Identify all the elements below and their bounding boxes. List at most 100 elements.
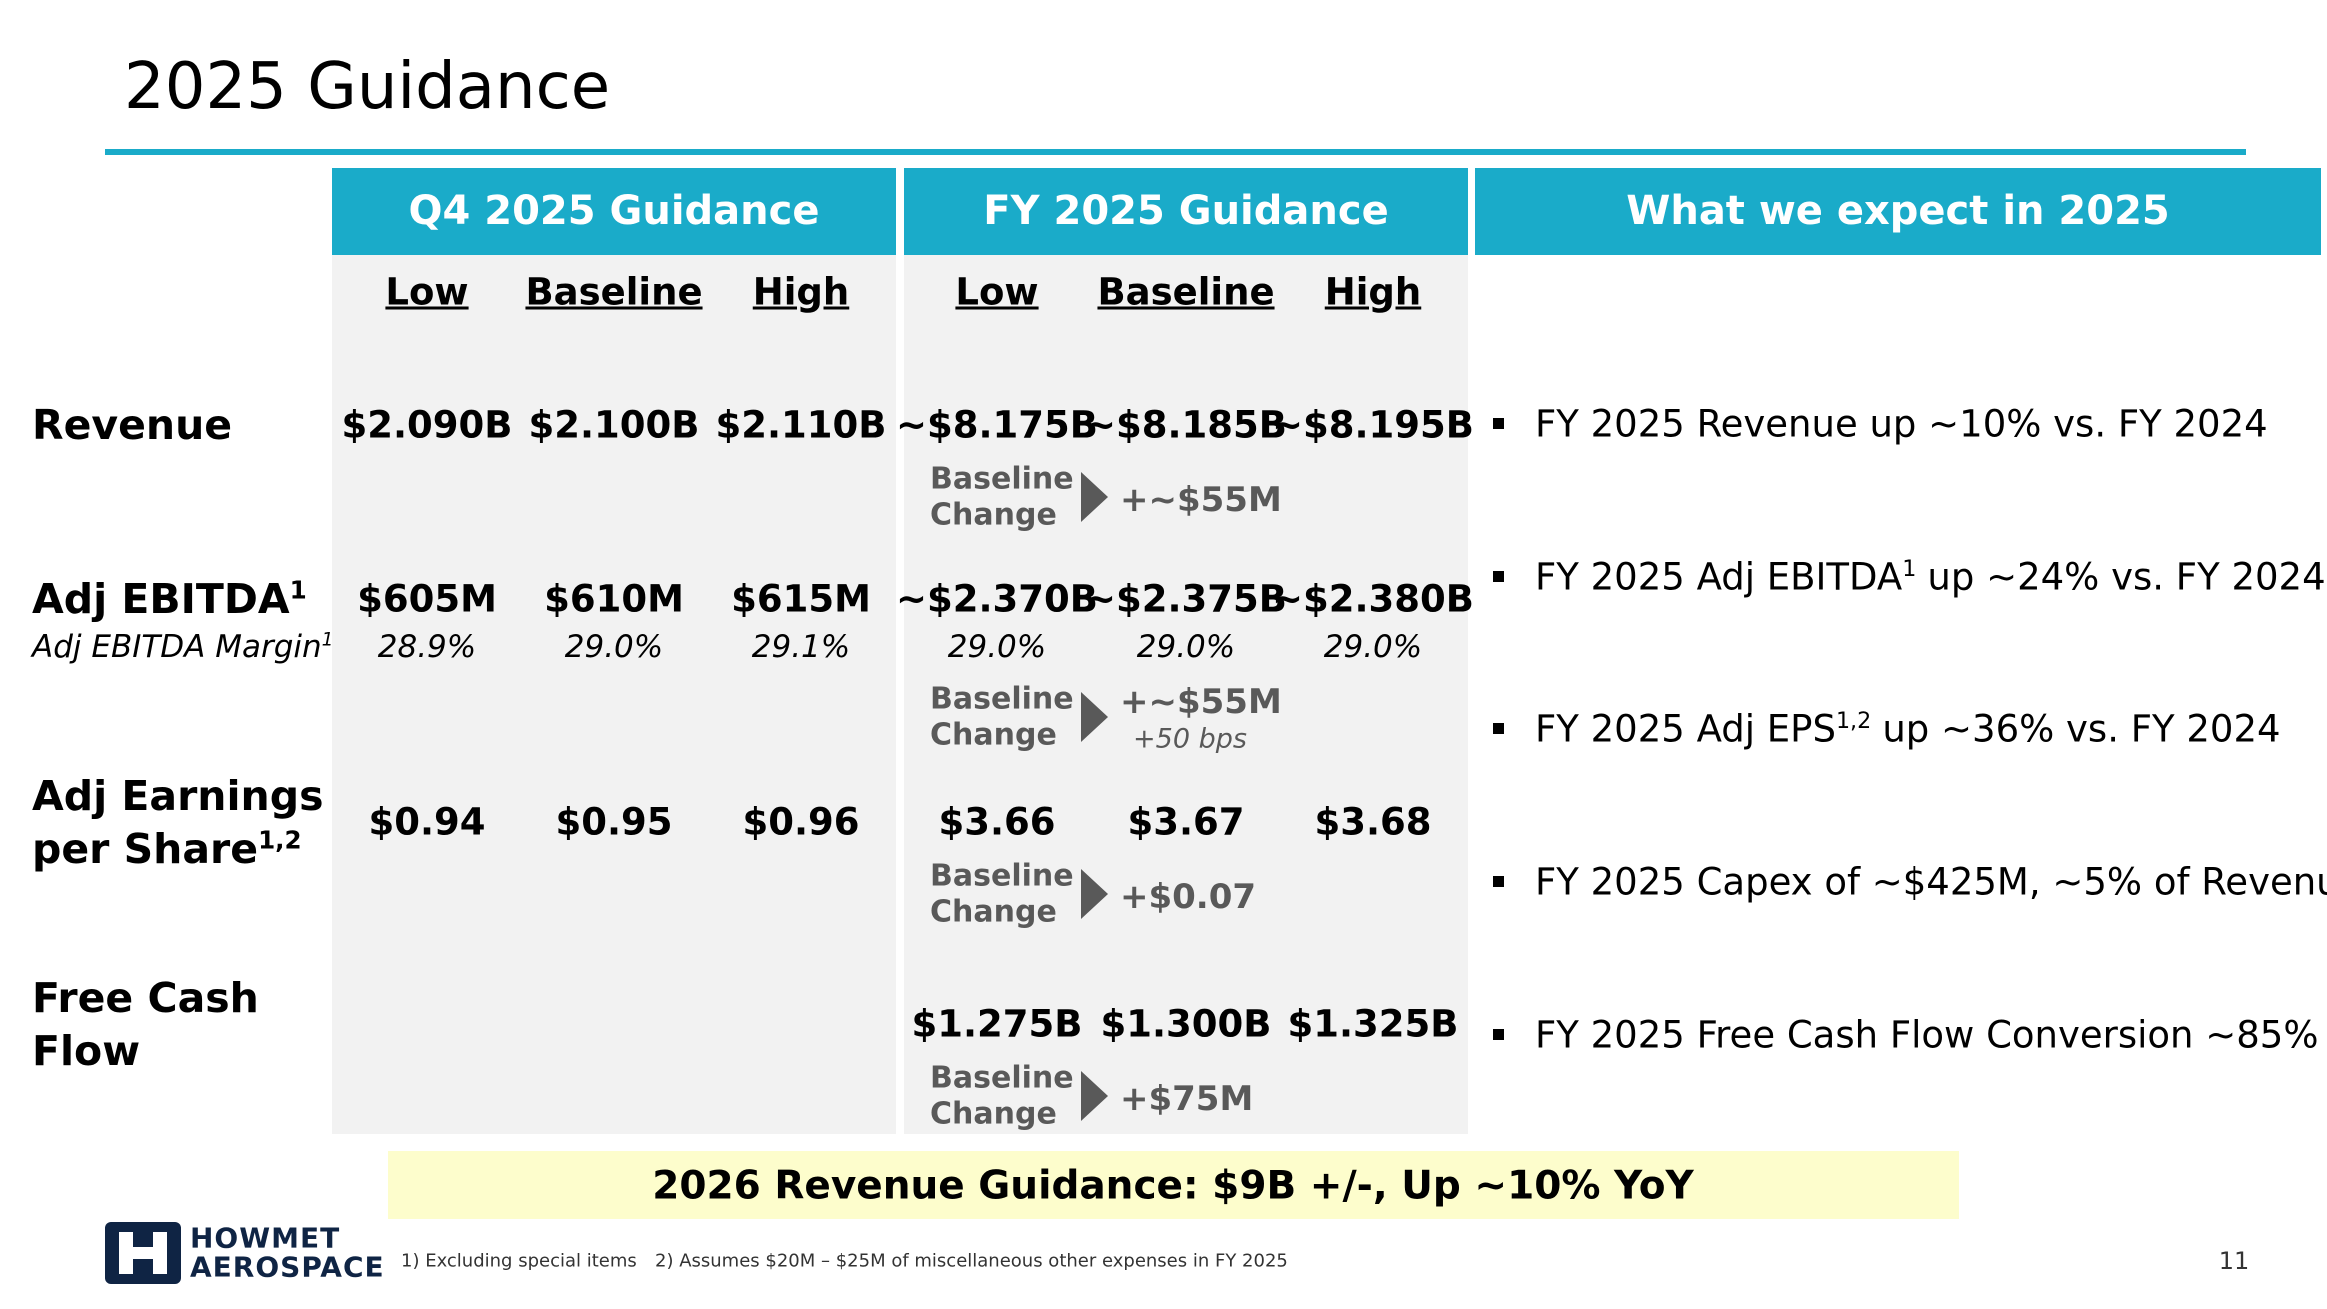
row-label-text: Flow bbox=[32, 1026, 141, 1075]
row-label-text: Revenue bbox=[32, 401, 233, 449]
change-label: Baseline bbox=[930, 858, 1074, 894]
fy-value: $1.300B bbox=[1100, 1002, 1272, 1046]
change-value: +$75M bbox=[1120, 1079, 1254, 1119]
fy-value: $3.67 bbox=[1127, 800, 1245, 844]
sub-header: Low bbox=[385, 270, 469, 314]
sub-header: Baseline bbox=[1097, 270, 1275, 314]
bullet-square bbox=[1493, 571, 1504, 582]
footnote: 2) Assumes $20M – $25M of miscellaneous … bbox=[655, 1250, 1288, 1272]
change-label: Baseline bbox=[930, 461, 1074, 497]
sub-header: Low bbox=[955, 270, 1039, 314]
q4-margin: 29.0% bbox=[564, 629, 664, 665]
row-label: Adj Earnings bbox=[32, 772, 323, 820]
q4-margin: 28.9% bbox=[377, 629, 477, 665]
bullet-sup: 1 bbox=[1902, 556, 1917, 583]
fy-value: $3.66 bbox=[938, 800, 1056, 844]
logo-text: HOWMET bbox=[190, 1221, 341, 1255]
slide-title: 2025 Guidance bbox=[124, 50, 611, 124]
header-bar: Q4 2025 Guidance bbox=[332, 168, 896, 255]
change-note: +50 bps bbox=[1133, 723, 1247, 755]
row-sublabel-sup: 1 bbox=[321, 629, 334, 651]
bullet: FY 2025 Capex of ~$425M, ~5% of Revenue bbox=[1535, 861, 2327, 904]
q4-value: $2.110B bbox=[715, 403, 887, 447]
bullet-text: FY 2025 Revenue up ~10% vs. FY 2024 bbox=[1535, 402, 2268, 446]
logo-text: AEROSPACE bbox=[190, 1250, 385, 1284]
fy-value: ~$8.185B bbox=[1085, 403, 1287, 447]
change-label: Change bbox=[930, 1096, 1057, 1132]
footnote: 1) Excluding special items bbox=[401, 1250, 637, 1272]
logo-mark bbox=[105, 1222, 181, 1284]
bullet: FY 2025 Adj EPS1,2 up ~36% vs. FY 2024 bbox=[1535, 708, 2281, 751]
header-bar: FY 2025 Guidance bbox=[904, 168, 1468, 255]
sub-header: High bbox=[1324, 270, 1422, 314]
fy-margin: 29.0% bbox=[1136, 629, 1236, 665]
banner-box bbox=[388, 1151, 1959, 1219]
banner-text: 2026 Revenue Guidance: $9B +/-, Up ~10% … bbox=[652, 1163, 1694, 1209]
q4-value: $0.96 bbox=[742, 800, 860, 844]
change-label: Change bbox=[930, 894, 1057, 930]
fy-margin: 29.0% bbox=[947, 629, 1047, 665]
fy-value: ~$8.195B bbox=[1272, 403, 1474, 447]
header-bar: What we expect in 2025 bbox=[1475, 168, 2321, 255]
change-arrow bbox=[1081, 1071, 1108, 1121]
row-sublabel-text: Adj EBITDA Margin bbox=[32, 629, 322, 665]
row-label-sup: 1 bbox=[289, 575, 307, 605]
fy-value: $1.325B bbox=[1287, 1002, 1459, 1046]
bullet-square bbox=[1493, 418, 1504, 429]
change-value: +$0.07 bbox=[1120, 877, 1257, 917]
q4-value: $2.100B bbox=[528, 403, 700, 447]
bullet: FY 2025 Revenue up ~10% vs. FY 2024 bbox=[1535, 403, 2268, 446]
bullet-text: FY 2025 Adj EBITDA bbox=[1535, 555, 1903, 599]
fy-value: $3.68 bbox=[1314, 800, 1432, 844]
title-rule bbox=[105, 149, 2246, 155]
header-title: FY 2025 Guidance bbox=[983, 188, 1389, 234]
bullet: FY 2025 Adj EBITDA1 up ~24% vs. FY 2024 bbox=[1535, 556, 2326, 599]
q4-panel bbox=[332, 255, 896, 1134]
q4-value: $0.95 bbox=[555, 800, 673, 844]
bullet: FY 2025 Free Cash Flow Conversion ~85% bbox=[1535, 1014, 2319, 1057]
change-label: Change bbox=[930, 497, 1057, 533]
bullet-sup: 1,2 bbox=[1835, 708, 1872, 735]
change-label: Baseline bbox=[930, 1060, 1074, 1096]
row-sublabel: Adj EBITDA Margin1 bbox=[32, 629, 334, 665]
header-title: Q4 2025 Guidance bbox=[408, 188, 820, 234]
q4-value: $2.090B bbox=[341, 403, 513, 447]
fy-value: $1.275B bbox=[911, 1002, 1083, 1046]
header-title: What we expect in 2025 bbox=[1626, 188, 2170, 234]
fy-value: ~$8.175B bbox=[896, 403, 1098, 447]
change-value: +~$55M bbox=[1120, 682, 1282, 722]
change-value: +~$55M bbox=[1120, 480, 1282, 520]
change-label: Baseline bbox=[930, 681, 1074, 717]
q4-value: $605M bbox=[357, 577, 497, 621]
fy-value: ~$2.380B bbox=[1272, 577, 1474, 621]
bullet-text: FY 2025 Adj EPS bbox=[1535, 707, 1836, 751]
bullet-text-after: up ~36% vs. FY 2024 bbox=[1882, 707, 2281, 751]
row-label: Revenue bbox=[32, 401, 232, 449]
q4-value: $610M bbox=[544, 577, 684, 621]
fy-value: ~$2.375B bbox=[1085, 577, 1287, 621]
fy-value: ~$2.370B bbox=[896, 577, 1098, 621]
page-number: 11 bbox=[2218, 1247, 2250, 1275]
row-label: Flow bbox=[32, 1027, 140, 1075]
bullet-square bbox=[1493, 1029, 1504, 1040]
row-label-text: per Share bbox=[32, 824, 259, 873]
q4-margin: 29.1% bbox=[751, 629, 851, 665]
row-label: Adj EBITDA1 bbox=[32, 575, 307, 623]
row-label-text: Adj EBITDA bbox=[32, 575, 290, 623]
q4-value: $615M bbox=[731, 577, 871, 621]
fy-panel bbox=[904, 255, 1468, 1134]
q4-value: $0.94 bbox=[368, 800, 486, 844]
bullet-text-after: up ~24% vs. FY 2024 bbox=[1927, 555, 2326, 599]
row-label-text: Free Cash bbox=[32, 973, 259, 1022]
change-label: Change bbox=[930, 717, 1057, 753]
sub-header: Baseline bbox=[525, 270, 703, 314]
sub-header: High bbox=[752, 270, 850, 314]
bullet-square bbox=[1493, 876, 1504, 887]
bullet-text: FY 2025 Free Cash Flow Conversion ~85% bbox=[1535, 1013, 2319, 1057]
change-arrow bbox=[1081, 472, 1108, 522]
bullet-square bbox=[1493, 723, 1504, 734]
bullet-text: FY 2025 Capex of ~$425M, ~5% of Revenue bbox=[1535, 860, 2327, 904]
fy-margin: 29.0% bbox=[1323, 629, 1423, 665]
row-label: per Share1,2 bbox=[32, 825, 302, 873]
